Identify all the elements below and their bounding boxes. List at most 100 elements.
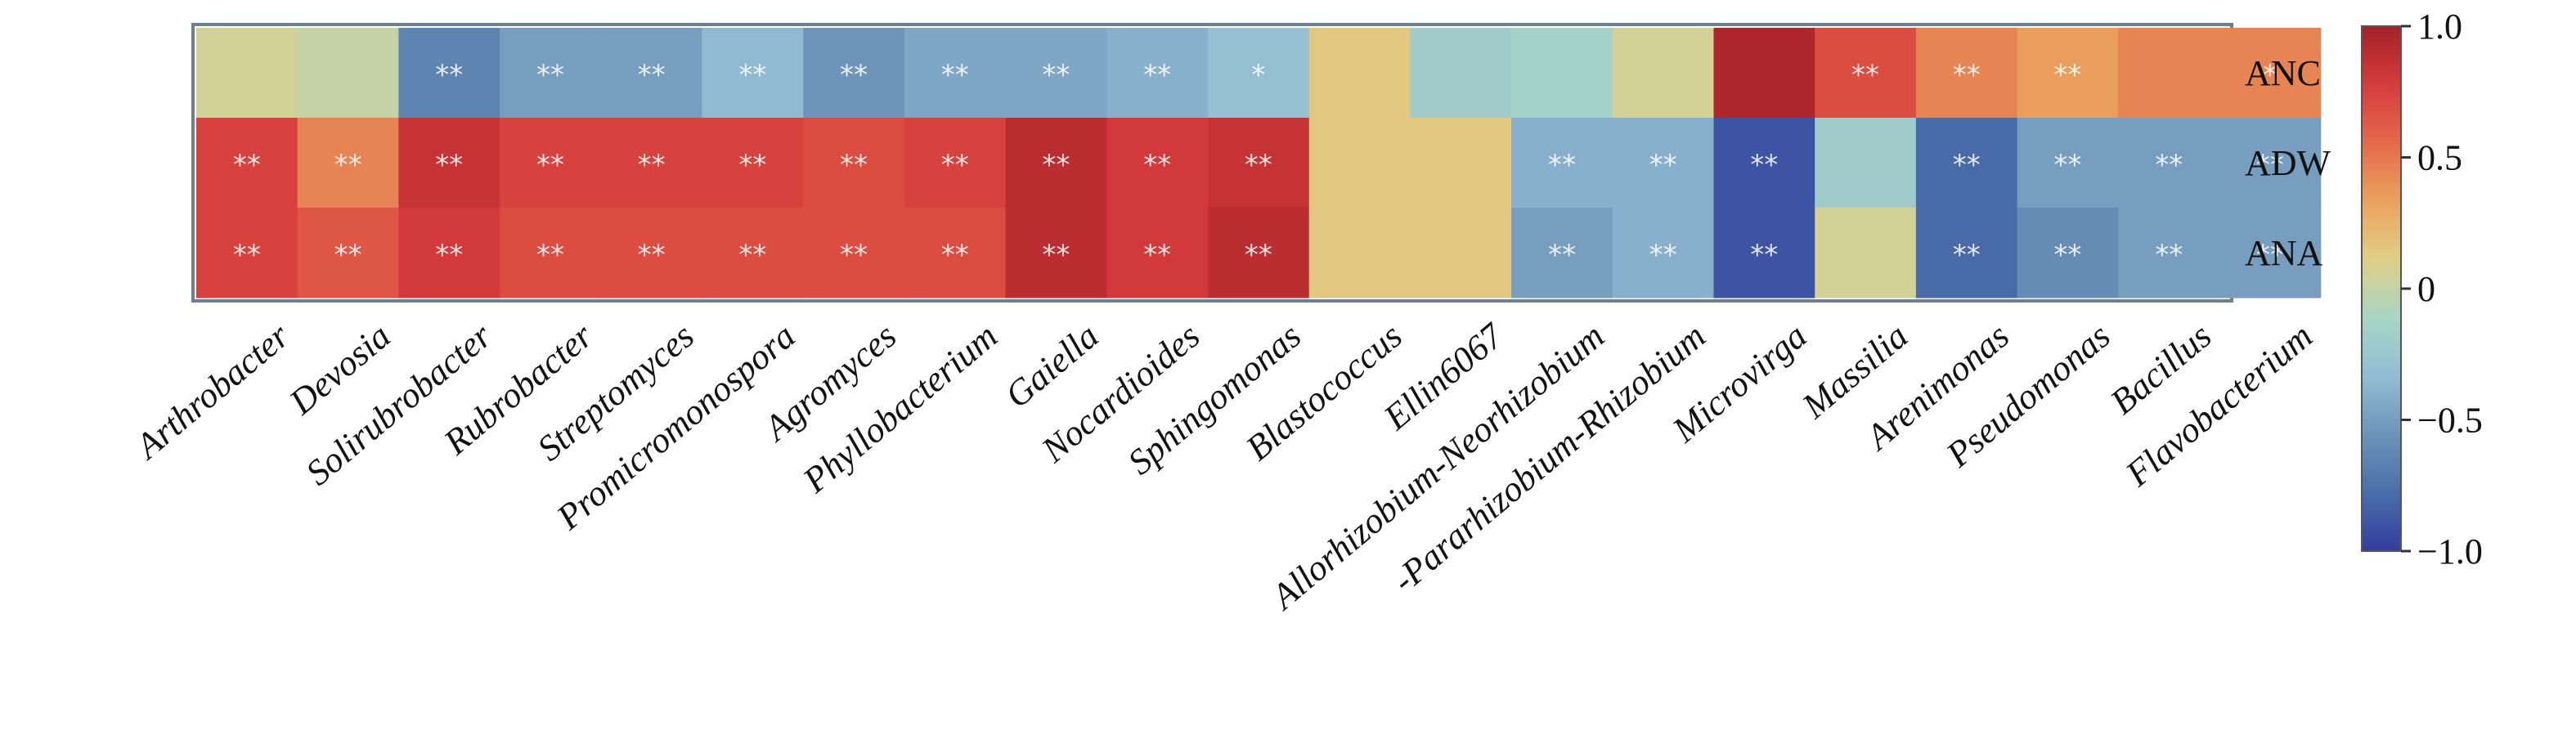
heatmap-cell [702, 208, 804, 298]
heatmap-cell [600, 208, 703, 298]
colorbar: 1.0 0.5 0 −0.5 −1.0 [2361, 7, 2483, 572]
heatmap-cell [1815, 28, 1917, 119]
heatmap-cell [1915, 28, 2018, 119]
heatmap-cell [2219, 118, 2322, 209]
significance-label: ** [1953, 239, 1981, 271]
heatmap-cell [1511, 28, 1613, 119]
heatmap-cell [2017, 208, 2119, 298]
heatmap-cell [803, 118, 905, 209]
significance-label: ** [1851, 59, 1879, 92]
significance-label: ** [536, 239, 564, 271]
heatmap-cell [500, 118, 602, 209]
significance-label: ** [1143, 149, 1171, 182]
heatmap-cell [600, 28, 703, 119]
colorbar-tick-label: 0.5 [2417, 138, 2462, 178]
significance-label: ** [840, 239, 868, 271]
heatmap-cell [1308, 118, 1411, 209]
heatmap-cell [2017, 28, 2119, 119]
heatmap-cell [1106, 118, 1209, 209]
heatmap-cell [1713, 118, 1815, 209]
heatmap-cell [1005, 118, 1107, 209]
heatmap-cell [1106, 208, 1209, 298]
heatmap-cell [1713, 208, 1815, 298]
significance-label: ** [1042, 239, 1070, 271]
significance-label: ** [1143, 59, 1171, 92]
heatmap-cell [2219, 28, 2322, 119]
heatmap-cell [1612, 28, 1715, 119]
heatmap-cell [803, 208, 905, 298]
significance-label: ** [738, 59, 766, 92]
significance-label: ** [2155, 149, 2183, 182]
heatmap-cell [1612, 118, 1715, 209]
heatmap-cell [398, 208, 500, 298]
heatmap-cell [1511, 208, 1613, 298]
significance-label: ** [334, 149, 362, 182]
column-label: Sphingomonas [1120, 316, 1308, 482]
significance-label: ** [334, 239, 362, 271]
significance-label: ** [1953, 149, 1981, 182]
heatmap-cell [196, 28, 298, 119]
significance-label: ** [840, 59, 868, 92]
significance-label: ** [536, 149, 564, 182]
significance-label: ** [2053, 59, 2081, 92]
heatmap-cell [500, 208, 602, 298]
heatmap-cell [2118, 208, 2220, 298]
significance-label: ** [1548, 149, 1576, 182]
significance-label: ** [1042, 149, 1070, 182]
heatmap-cell [1915, 208, 2018, 298]
heatmap-cell [904, 118, 1007, 209]
significance-label: ** [1750, 149, 1778, 182]
row-label: ANC [2245, 53, 2321, 93]
significance-label: ** [435, 59, 463, 92]
heatmap-cell [1308, 28, 1411, 119]
colorbar-tick-label: 1.0 [2417, 7, 2462, 47]
heatmap-cell [2219, 208, 2322, 298]
heatmap-cell [1410, 208, 1512, 298]
significance-label: ** [1245, 149, 1272, 182]
heatmap-cell [702, 28, 804, 119]
significance-label: ** [233, 239, 261, 271]
heatmap-cell [196, 208, 298, 298]
colorbar-tick-label: −0.5 [2417, 401, 2483, 441]
significance-label: ** [638, 149, 666, 182]
significance-label: ** [1245, 239, 1272, 271]
heatmap-cell [1005, 208, 1107, 298]
significance-label: ** [738, 239, 766, 271]
heatmap-cell [297, 28, 399, 119]
heatmap-cell [1815, 118, 1917, 209]
significance-label: ** [2053, 239, 2081, 271]
significance-label: ** [435, 149, 463, 182]
heatmap-cell [904, 208, 1007, 298]
significance-label: ** [1649, 149, 1677, 182]
significance-label: ** [1548, 239, 1576, 271]
column-label: Arthrobacter [126, 315, 297, 468]
heatmap-cell [1410, 28, 1512, 119]
significance-label: * [2263, 59, 2277, 92]
significance-label: * [1251, 59, 1265, 92]
row-label: ADW [2245, 143, 2331, 183]
heatmap-cell [1713, 28, 1815, 119]
heatmap-cell [1208, 28, 1310, 119]
heatmap-cell [297, 208, 399, 298]
heatmap-cell [297, 118, 399, 209]
heatmap-cell [1005, 28, 1107, 119]
heatmap-cell [500, 28, 602, 119]
heatmap-cell [398, 28, 500, 119]
significance-label: ** [2155, 239, 2183, 271]
heatmap-cell [196, 118, 298, 209]
heatmap-cell [1612, 208, 1715, 298]
significance-label: ** [435, 239, 463, 271]
significance-label: ** [941, 149, 969, 182]
significance-label: ** [941, 239, 969, 271]
significance-label: ** [2053, 149, 2081, 182]
colorbar-tick-label: −1.0 [2417, 531, 2483, 572]
heatmap-cell [904, 28, 1007, 119]
heatmap-cell [2118, 118, 2220, 209]
significance-label: ** [2256, 149, 2284, 182]
significance-label: ** [1143, 239, 1171, 271]
significance-label: ** [840, 149, 868, 182]
heatmap-cell [1106, 28, 1209, 119]
significance-label: ** [233, 149, 261, 182]
significance-label: ** [738, 149, 766, 182]
significance-label: ** [638, 239, 666, 271]
